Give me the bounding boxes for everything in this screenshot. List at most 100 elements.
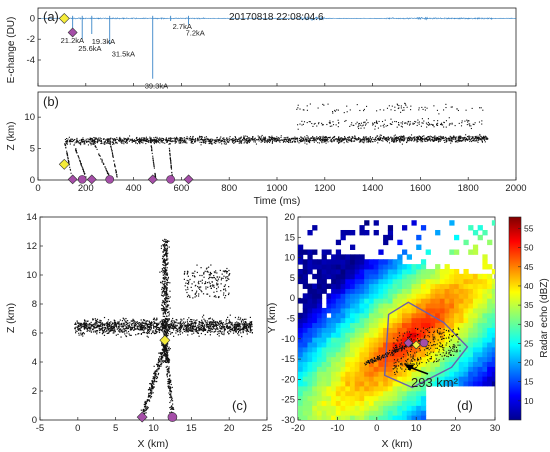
source-point <box>330 138 332 140</box>
source-point <box>161 288 163 290</box>
source-point <box>378 137 380 139</box>
source-point <box>103 327 106 329</box>
source-point <box>171 405 173 407</box>
source-point <box>215 139 218 141</box>
source-point <box>156 369 158 371</box>
source-point <box>309 139 311 141</box>
source-point <box>477 135 479 137</box>
source-point <box>66 154 68 156</box>
source-point <box>202 328 204 330</box>
source-point <box>216 322 219 324</box>
source-point <box>167 359 169 361</box>
x-tick-label: 15 <box>186 423 197 434</box>
y-tick-label: 0 <box>30 13 35 24</box>
source-point <box>119 323 121 325</box>
source-point <box>108 138 110 140</box>
source-point <box>231 325 233 327</box>
source-point <box>213 284 215 286</box>
source-point <box>188 327 190 329</box>
source-point <box>169 155 171 157</box>
source-point <box>314 139 316 141</box>
source-point <box>346 140 348 142</box>
source-point <box>162 299 164 302</box>
source-point <box>81 165 83 167</box>
source-point <box>165 357 168 360</box>
source-point <box>393 141 395 143</box>
source-point <box>344 137 346 139</box>
source-point <box>70 172 72 174</box>
source-point <box>100 138 102 140</box>
source-point <box>358 122 361 125</box>
source-point <box>86 328 88 330</box>
source-point <box>125 330 127 332</box>
source-point <box>155 142 157 144</box>
source-point <box>229 138 231 140</box>
source-point <box>349 125 351 127</box>
source-point <box>168 139 170 141</box>
source-point <box>483 138 485 140</box>
source-point <box>471 138 473 140</box>
source-point <box>211 321 213 324</box>
source-point <box>141 140 143 142</box>
source-point <box>303 139 305 141</box>
source-point <box>304 142 306 144</box>
source-point <box>282 141 284 143</box>
source-point <box>102 162 104 164</box>
source-point <box>225 143 227 145</box>
source-point <box>167 300 169 302</box>
source-point <box>213 291 215 293</box>
source-point <box>170 383 172 386</box>
panel-a: 0-2-4 (a) 20170818 22:08:04.6 E-change (… <box>6 7 517 91</box>
source-point <box>165 332 168 335</box>
radar-cell <box>298 327 304 333</box>
source-point <box>69 141 71 143</box>
source-point <box>156 136 158 138</box>
source-point <box>124 324 126 326</box>
source-point <box>106 141 109 143</box>
source-point <box>433 136 435 138</box>
source-point <box>194 322 196 324</box>
source-point <box>165 278 167 280</box>
source-point <box>203 324 206 326</box>
source-point <box>123 139 125 141</box>
source-point <box>363 127 365 129</box>
source-point <box>310 137 312 139</box>
source-point <box>227 139 229 141</box>
source-point <box>165 273 168 275</box>
source-height-points <box>64 102 489 179</box>
peak-current-label: 19.3kA <box>92 37 115 46</box>
source-point <box>278 138 280 140</box>
source-point <box>159 329 161 332</box>
source-point <box>213 275 215 277</box>
source-point <box>221 331 223 333</box>
source-point <box>167 324 169 326</box>
source-point <box>142 142 144 144</box>
source-point <box>111 329 113 332</box>
source-point <box>484 136 486 138</box>
source-point <box>174 324 177 326</box>
source-point <box>199 136 201 138</box>
source-point <box>170 165 172 167</box>
source-point <box>220 139 222 141</box>
source-point <box>223 328 226 331</box>
source-point <box>164 287 166 290</box>
source-point <box>169 406 171 409</box>
source-point <box>145 408 147 410</box>
source-point <box>163 270 165 272</box>
radar-cell <box>307 342 313 348</box>
source-point <box>97 138 99 140</box>
source-point <box>201 282 203 284</box>
source-point <box>217 328 219 330</box>
source-point <box>190 323 192 325</box>
source-point <box>326 138 328 140</box>
source-point <box>171 141 173 143</box>
source-point <box>172 326 174 328</box>
source-point <box>106 172 109 174</box>
source-point <box>201 321 203 323</box>
radar-cell <box>302 322 308 328</box>
source-point <box>125 320 127 322</box>
source-point <box>394 120 396 123</box>
source-point <box>240 141 242 143</box>
source-point <box>437 137 439 139</box>
source-point <box>384 138 386 140</box>
